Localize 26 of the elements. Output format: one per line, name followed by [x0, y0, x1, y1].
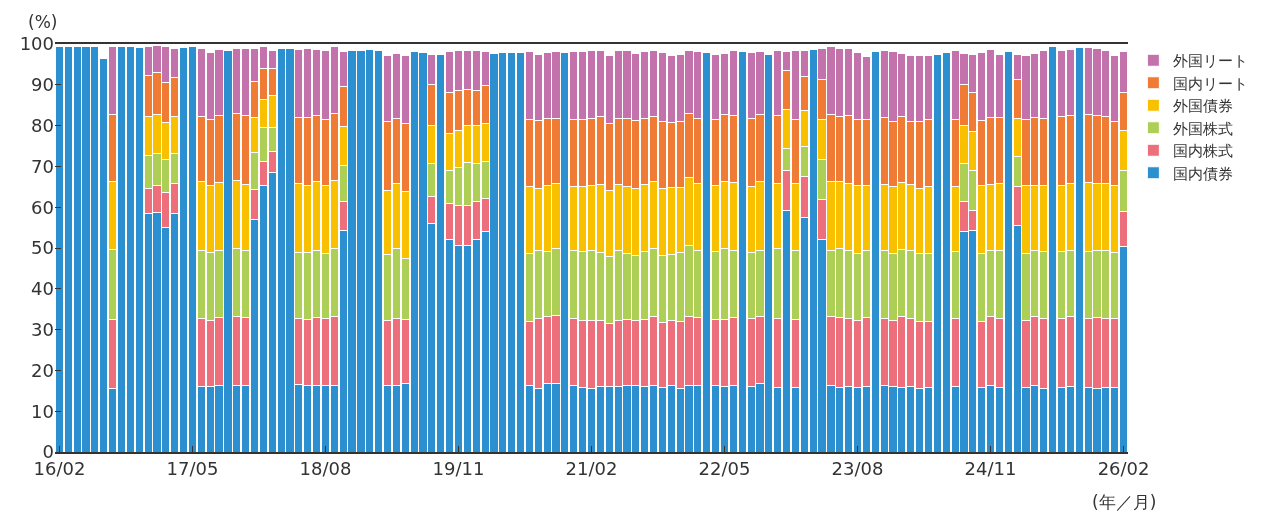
text: (年／月)	[1092, 492, 1157, 512]
y-tick-label: 50	[31, 237, 54, 259]
legend-label: 国内債券	[1173, 164, 1234, 183]
x-tick-label: 23/08	[831, 458, 884, 480]
y-tick-label: 70	[31, 155, 54, 177]
y-tick-label: 60	[31, 196, 54, 218]
x-tick-label: 26/02	[1097, 458, 1150, 480]
legend-label: 外国リート	[1173, 52, 1249, 71]
y-tick-label: 80	[31, 114, 54, 136]
legend-label: 外国株式	[1173, 119, 1234, 138]
x-tick-label: 21/02	[565, 458, 618, 480]
legend-label: 外国債券	[1173, 97, 1234, 116]
y-tick-label: 20	[31, 359, 54, 381]
y-tick-label: 40	[31, 278, 54, 300]
legend-label: 国内リート	[1173, 74, 1249, 93]
x-tick-label: 19/11	[432, 458, 485, 480]
x-tick-label: 24/11	[964, 458, 1017, 480]
y-axis-title: (%)	[28, 12, 58, 32]
y-tick-label: 30	[31, 318, 54, 340]
y-tick-label: 100	[19, 33, 54, 55]
x-tick-label: 18/08	[299, 458, 352, 480]
x-tick-label: 22/05	[698, 458, 751, 480]
y-tick-label: 10	[31, 400, 54, 422]
legend-label: 国内株式	[1173, 142, 1234, 161]
x-tick-label: 17/05	[166, 458, 219, 480]
y-tick-label: 90	[31, 74, 54, 96]
